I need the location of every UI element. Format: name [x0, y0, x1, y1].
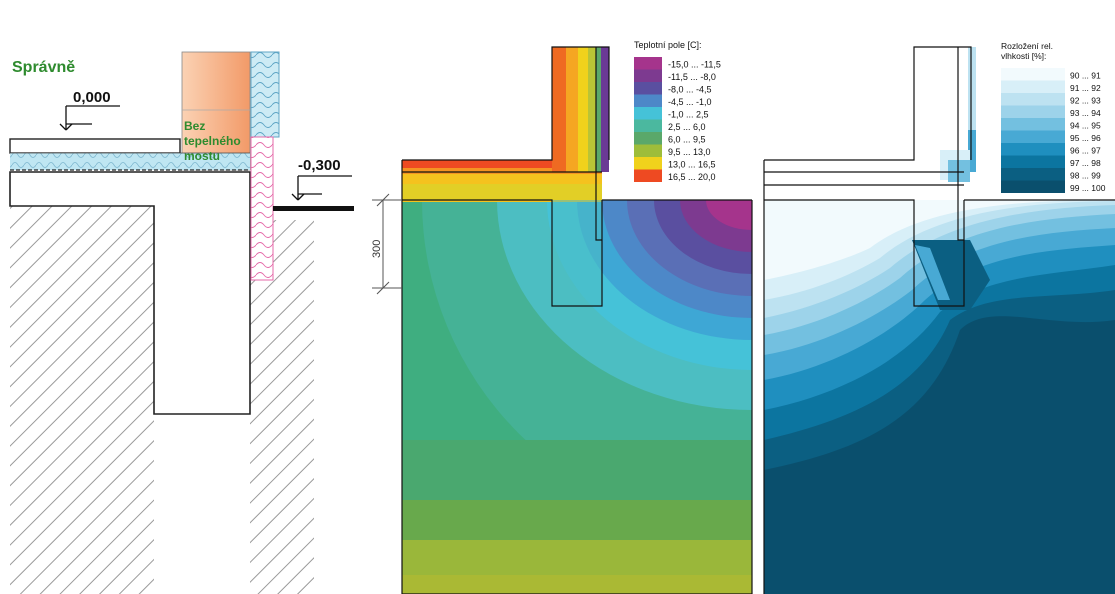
temperature-field: 300 Teplotní pole [C]: -15,0 ... -11,5 -1… — [371, 40, 753, 594]
legend-label: 9,5 ... 13,0 — [668, 147, 711, 157]
legend-label: 92 ... 93 — [1070, 96, 1101, 106]
wall-insulation — [181, 51, 251, 171]
legend-swatch — [1001, 168, 1065, 181]
ground-line — [273, 206, 354, 211]
legend-label: 13,0 ... 16,5 — [668, 160, 716, 170]
legend-swatch — [634, 107, 662, 120]
legend-label: 91 ... 92 — [1070, 83, 1101, 93]
construction-detail: Správně 0,000 -0,300 Bez tepelného mostu — [9, 51, 354, 594]
legend-label: 90 ... 91 — [1070, 71, 1101, 81]
humidity-field: Rozložení rel. vlhkosti [%]: 90 ... 91 91… — [763, 41, 1115, 594]
status-label: Správně — [12, 59, 75, 76]
legend-swatch — [1001, 105, 1065, 118]
level-mark-ground — [291, 175, 352, 201]
legend-label: -1,0 ... 2,5 — [668, 110, 709, 120]
humidity-legend: Rozložení rel. vlhkosti [%]: 90 ... 91 91… — [1001, 41, 1106, 193]
foundation — [9, 171, 251, 415]
legend-label: 94 ... 95 — [1070, 121, 1101, 131]
note-line-2: tepelného — [184, 134, 241, 148]
legend-swatch — [1001, 180, 1065, 193]
legend-label: 6,0 ... 9,5 — [668, 135, 706, 145]
level-mark-top — [59, 105, 120, 131]
legend-swatch — [1001, 143, 1065, 156]
legend-swatch — [634, 57, 662, 70]
floor-slab — [9, 138, 181, 154]
legend-swatch — [634, 69, 662, 82]
legend-label: 97 ... 98 — [1070, 158, 1101, 168]
legend-label: -15,0 ... -11,5 — [668, 60, 721, 70]
legend-swatch — [1001, 68, 1065, 81]
level-top-label: 0,000 — [73, 89, 111, 106]
legend-swatch — [634, 169, 662, 182]
level-ground-label: -0,300 — [298, 157, 341, 174]
legend-swatch — [634, 157, 662, 170]
temperature-legend-title: Teplotní pole [C]: — [634, 40, 702, 50]
legend-label: 99 ... 100 — [1070, 183, 1106, 193]
facade-insulation — [250, 51, 280, 138]
legend-swatch — [1001, 130, 1065, 143]
legend-label: 16,5 ... 20,0 — [668, 172, 716, 182]
legend-swatch — [1001, 118, 1065, 131]
legend-swatch — [1001, 155, 1065, 168]
legend-swatch — [634, 119, 662, 132]
humidity-legend-title-2: vlhkosti [%]: — [1001, 51, 1046, 61]
legend-label: 96 ... 97 — [1070, 146, 1101, 156]
legend-label: -11,5 ... -8,0 — [668, 72, 716, 82]
legend-label: 95 ... 96 — [1070, 133, 1101, 143]
note-line-1: Bez — [184, 119, 205, 133]
legend-label: 93 ... 94 — [1070, 108, 1101, 118]
dimension-300 — [372, 193, 402, 295]
legend-label: -4,5 ... -1,0 — [668, 97, 712, 107]
legend-swatch — [1001, 80, 1065, 93]
legend-swatch — [1001, 93, 1065, 106]
legend-label: 2,5 ... 6,0 — [668, 122, 706, 132]
temperature-legend: Teplotní pole [C]: -15,0 ... -11,5 -11,5 … — [634, 40, 721, 182]
dimension-label: 300 — [371, 240, 383, 258]
perimeter-insulation — [250, 136, 274, 281]
legend-swatch — [634, 144, 662, 157]
legend-swatch — [634, 94, 662, 107]
legend-swatch — [634, 82, 662, 95]
floor-insulation — [10, 153, 250, 170]
humidity-legend-title-1: Rozložení rel. — [1001, 41, 1053, 51]
legend-label: 98 ... 99 — [1070, 171, 1101, 181]
note-line-3: mostu — [184, 149, 220, 163]
legend-swatch — [634, 132, 662, 145]
soil-hatch-left — [10, 206, 154, 594]
legend-label: -8,0 ... -4,5 — [668, 85, 712, 95]
